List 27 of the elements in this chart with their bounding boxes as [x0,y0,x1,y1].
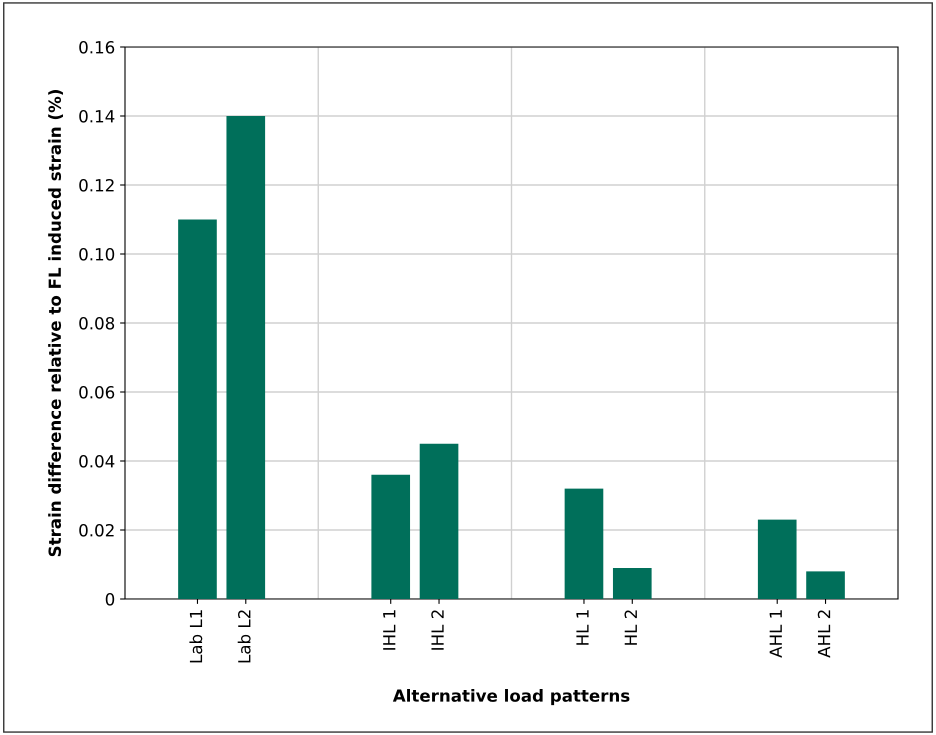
bar [758,520,797,599]
y-tick-label: 0.14 [79,110,114,123]
bar [612,568,652,599]
x-axis-title: Alternative load patterns [392,688,630,706]
y-tick-label: 0.08 [79,316,114,330]
y-tick-label: 0.02 [79,524,114,537]
bar [420,444,458,599]
x-tick-label: Lab L1 [189,610,202,662]
x-tick-label: HL 1 [576,610,589,645]
bar [564,488,604,599]
y-tick-label: 0.10 [79,248,114,261]
x-tick-label: IHL 1 [383,610,396,650]
y-axis-title: Strain difference relative to FL induced strain (%) [48,90,64,556]
x-tick-label: IHL 2 [431,610,444,650]
bar [371,474,410,599]
bar [226,116,266,599]
x-tick-label: Lab L2 [238,610,251,662]
y-tick-label: 0.06 [79,386,114,399]
x-tick-label: AHL 1 [770,610,782,658]
x-tick-label: HL 2 [624,610,637,645]
y-tick-label: 0 [106,592,114,606]
bar [178,220,217,599]
y-tick-label: 0.12 [79,178,114,192]
y-tick-label: 0.16 [79,40,114,54]
x-tick-label: AHL 2 [818,610,830,658]
bar [806,571,845,599]
y-tick-label: 0.04 [79,454,114,468]
